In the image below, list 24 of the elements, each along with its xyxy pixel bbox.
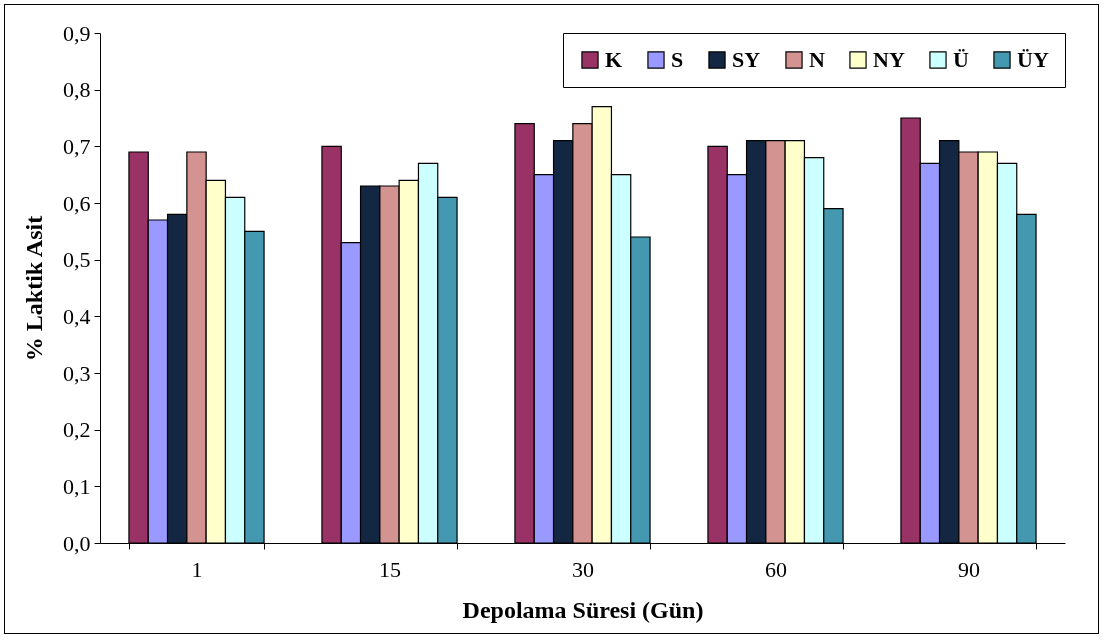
- y-tick-label: 0,9: [63, 20, 91, 46]
- y-tick-label: 0,4: [63, 303, 91, 329]
- y-tick-label: 0,5: [63, 247, 91, 273]
- legend-label: ÜY: [1017, 47, 1049, 72]
- x-axis-title: Depolama Süresi (Gün): [462, 596, 704, 623]
- legend-label: Ü: [953, 47, 969, 72]
- legend-label: SY: [732, 47, 761, 72]
- y-axis-title: % Laktik Asit: [21, 215, 47, 362]
- y-tick-label: 0,1: [63, 473, 91, 499]
- legend-label: N: [809, 47, 825, 72]
- x-tick-label: 15: [379, 556, 401, 582]
- y-tick-label: 0,0: [63, 530, 91, 556]
- legend-label: S: [671, 47, 684, 72]
- x-tick-label: 30: [572, 556, 594, 582]
- y-tick-label: 0,8: [63, 77, 91, 103]
- y-tick-label: 0,7: [63, 133, 91, 159]
- legend-label: K: [605, 47, 623, 72]
- x-tick-label: 90: [958, 556, 980, 582]
- y-tick-label: 0,6: [63, 190, 91, 216]
- y-tick-label: 0,2: [63, 417, 91, 443]
- x-tick-label: 1: [191, 556, 203, 582]
- y-tick-label: 0,3: [63, 360, 91, 386]
- x-tick-label: 60: [765, 556, 787, 582]
- legend-label: NY: [873, 47, 905, 72]
